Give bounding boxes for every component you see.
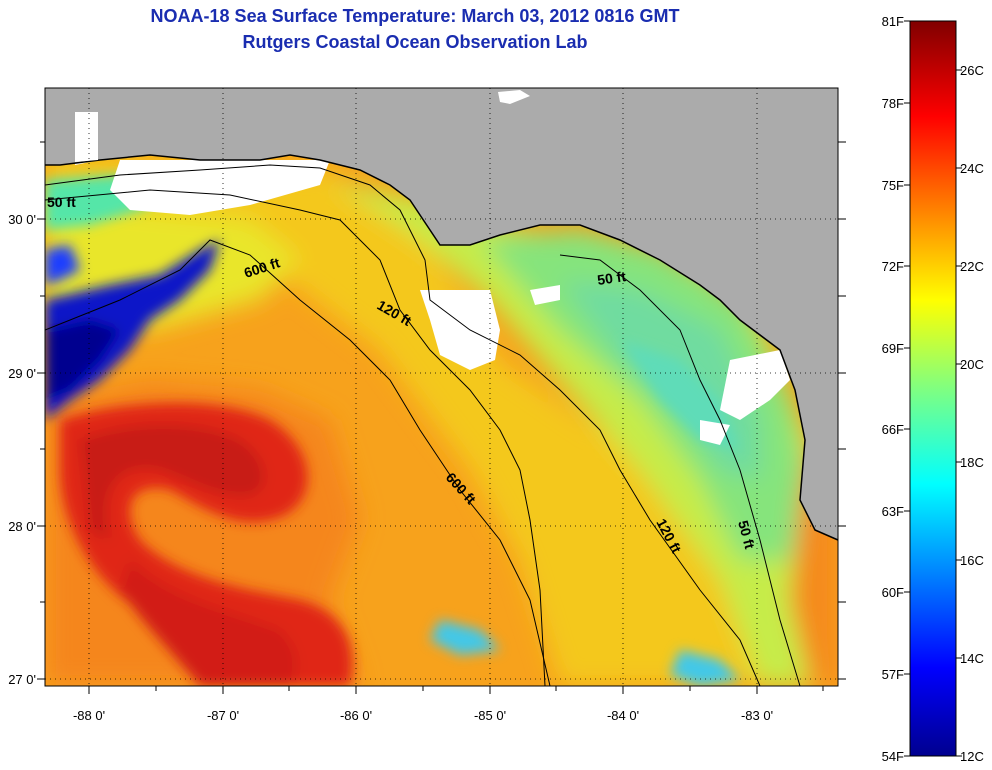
- lon-label: -83 0': [741, 708, 773, 723]
- tick-marks: [37, 141, 846, 694]
- contour-label: 50 ft: [596, 268, 627, 288]
- lat-label: 30 0': [8, 212, 36, 227]
- lon-label: -86 0': [340, 708, 372, 723]
- colorbar-scale: [909, 20, 957, 757]
- colorbar-c-label: 18C: [960, 455, 984, 470]
- colorbar-c-label: 22C: [960, 259, 984, 274]
- colorbar-c-label: 20C: [960, 357, 984, 372]
- contour-label: 50 ft: [735, 519, 758, 551]
- lon-label: -88 0': [73, 708, 105, 723]
- colorbar-f-label: 75F: [882, 178, 904, 193]
- colorbar-f-label: 63F: [882, 504, 904, 519]
- lon-label: -87 0': [207, 708, 239, 723]
- colorbar-c-label: 12C: [960, 749, 984, 764]
- map-subtitle: Rutgers Coastal Ocean Observation Lab: [242, 32, 588, 52]
- lat-label: 29 0': [8, 366, 36, 381]
- graticule: [45, 88, 838, 686]
- colorbar-f-label: 66F: [882, 422, 904, 437]
- colorbar-f-label: 72F: [882, 259, 904, 274]
- contour-label: 50 ft: [47, 194, 76, 210]
- colorbar-c-label: 26C: [960, 63, 984, 78]
- lat-label: 27 0': [8, 672, 36, 687]
- lon-label: -84 0': [607, 708, 639, 723]
- colorbar-c-label: 24C: [960, 161, 984, 176]
- map-frame: [44, 87, 839, 687]
- colorbar-f-label: 69F: [882, 341, 904, 356]
- map-title: NOAA-18 Sea Surface Temperature: March 0…: [150, 6, 680, 26]
- colorbar-c-label: 16C: [960, 553, 984, 568]
- colorbar-c-label: 14C: [960, 651, 984, 666]
- lat-label: 28 0': [8, 519, 36, 534]
- colorbar-f-label: 54F: [882, 749, 904, 764]
- colorbar-f-label: 78F: [882, 96, 904, 111]
- lon-label: -85 0': [474, 708, 506, 723]
- colorbar-f-label: 60F: [882, 585, 904, 600]
- colorbar: 81F 78F 75F 72F 69F 66F 63F 60F 57F 54F …: [882, 14, 984, 764]
- colorbar-f-label: 57F: [882, 667, 904, 682]
- colorbar-f-label: 81F: [882, 14, 904, 29]
- map-image: [45, 88, 838, 686]
